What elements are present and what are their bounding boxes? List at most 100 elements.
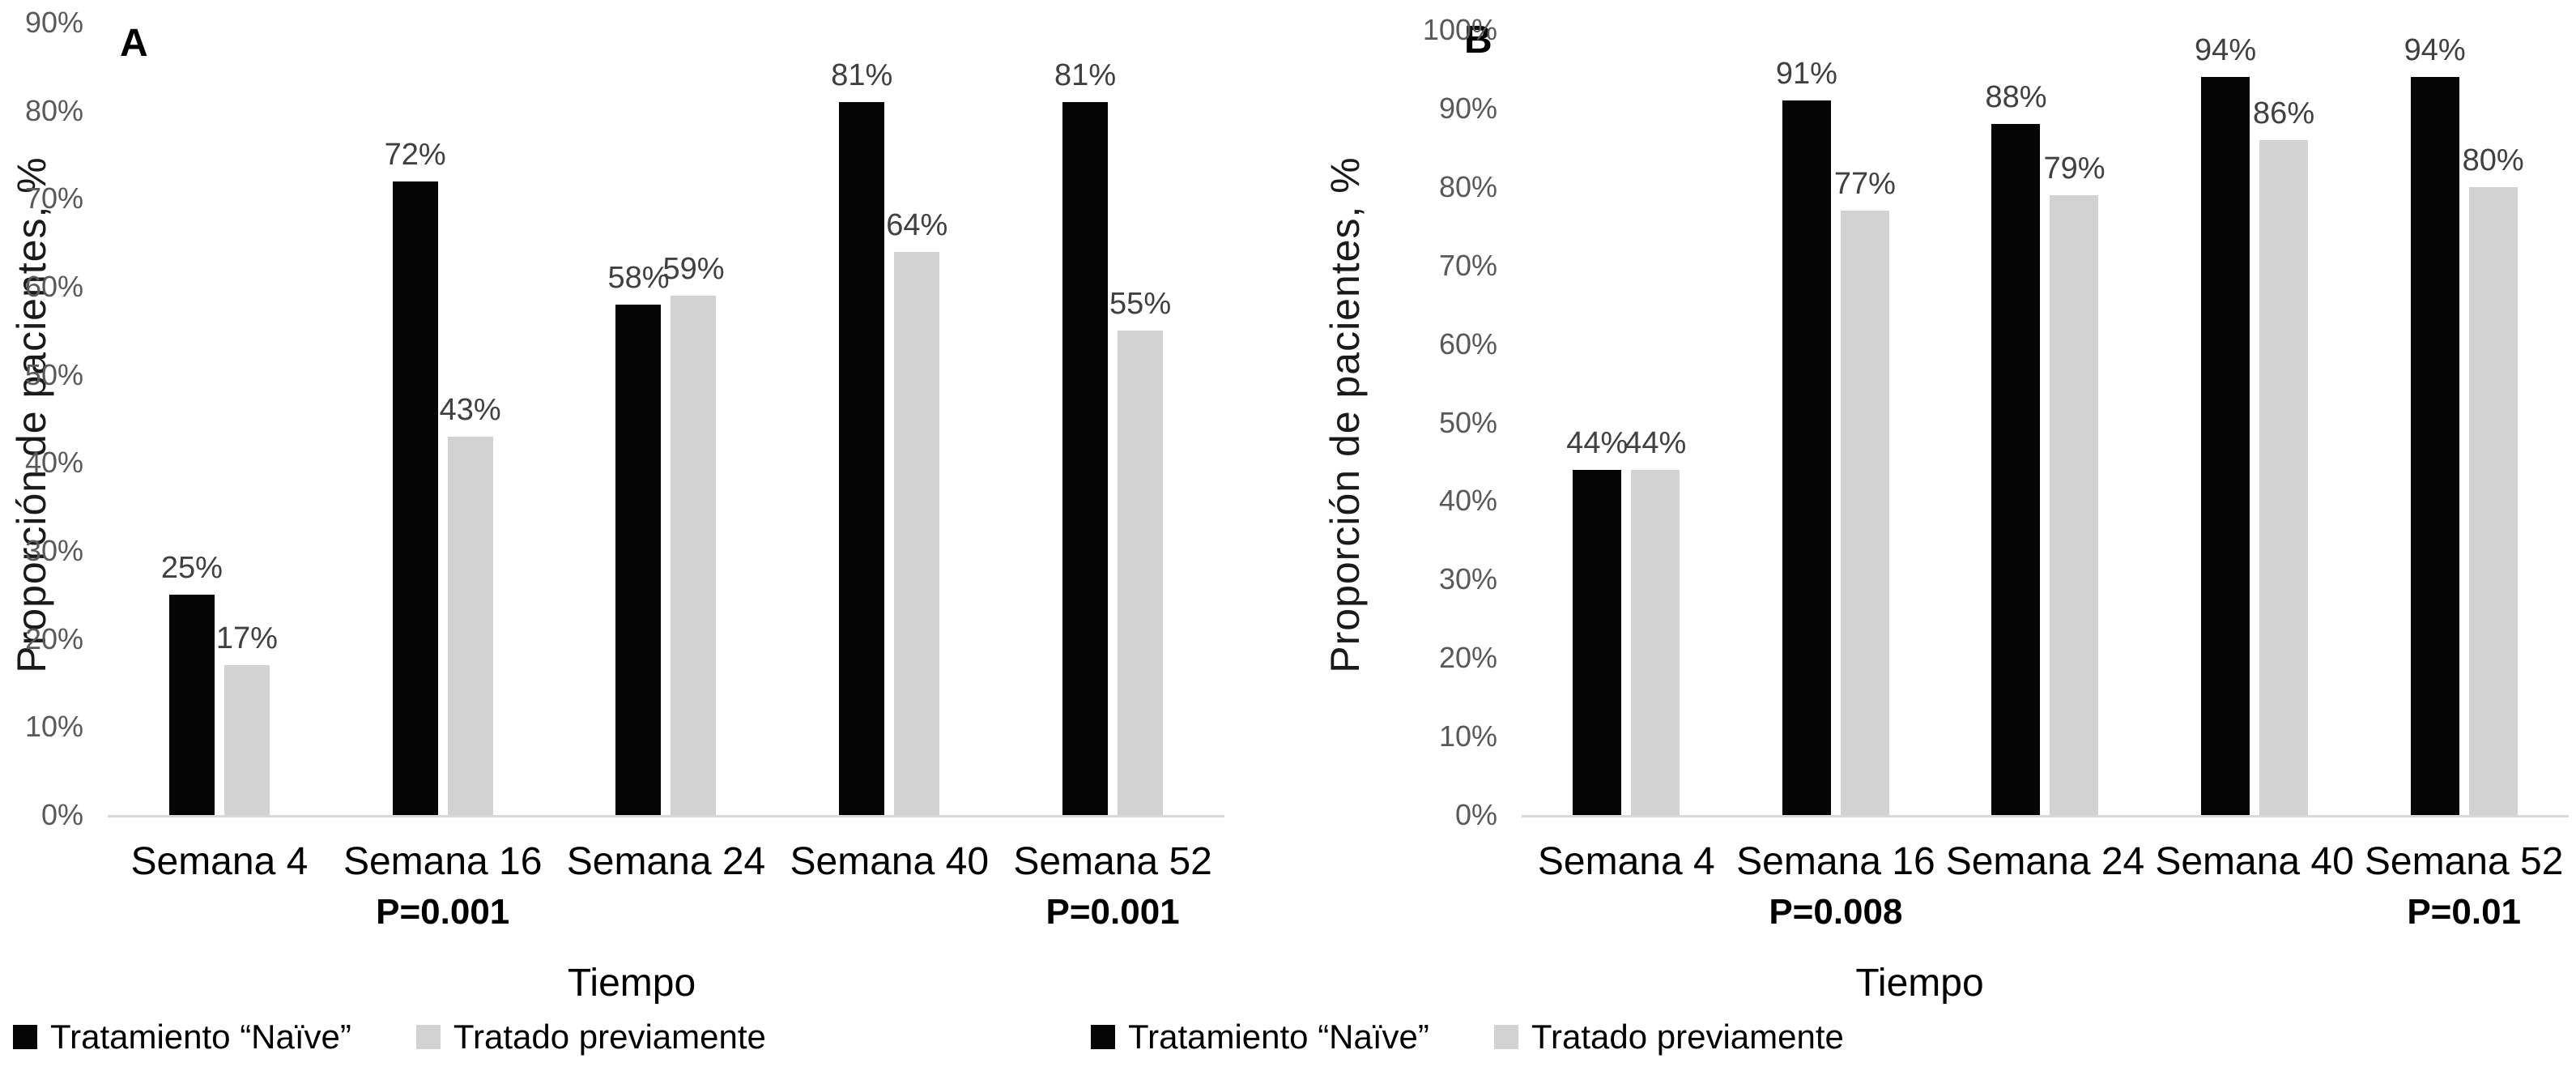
p-value-label: P=0.001: [1045, 892, 1180, 932]
bar-previously-treated: 55%: [1109, 288, 1171, 815]
bar-group-semana-24: 58% 59%: [607, 254, 725, 815]
x-category-label: Semana 52: [2364, 840, 2564, 883]
bar-value-label: 94%: [2404, 33, 2466, 68]
y-tick-label: 80%: [1438, 169, 1497, 203]
p-value-label: [555, 894, 778, 930]
bar-naive: 94%: [2195, 35, 2256, 815]
bar-naive: 91%: [1776, 58, 1837, 815]
y-tick-label: 20%: [24, 621, 83, 655]
bar-value-label: 86%: [2253, 96, 2315, 130]
bar-group-semana-40: 94% 86%: [2195, 35, 2314, 815]
bar-previously-treated: 43%: [440, 395, 501, 815]
legend-a: Tratamiento “Naïve” Tratado previamente: [13, 1014, 766, 1060]
panel-letter-a: A: [120, 22, 148, 65]
bar-value-label: 55%: [1109, 287, 1172, 322]
bar-value-label: 77%: [1833, 166, 1896, 201]
x-axis-line: [1522, 815, 2569, 817]
bar-previously-treated: 17%: [216, 623, 278, 815]
x-category-row: Semana 4 Semana 16 Semana 24 Semana 40 Seman…: [108, 843, 1224, 881]
x-category-label: Semana 52: [1013, 840, 1212, 883]
bar-value-label: 80%: [2462, 143, 2524, 177]
bar-group-semana-16: 91% 77%: [1776, 58, 1896, 815]
legend-swatch-previously-treated: [1493, 1025, 1518, 1049]
p-value-label: [1940, 894, 2150, 930]
bar-group-semana-24: 88% 79%: [1985, 82, 2106, 815]
bar-group-semana-4: 25% 17%: [161, 553, 278, 815]
x-category-label: Semana 40: [2155, 840, 2354, 883]
bar-previously-treated: 59%: [662, 254, 725, 815]
bar-naive: 94%: [2404, 35, 2466, 815]
x-category-row: Semana 4 Semana 16 Semana 24 Semana 40 Seman…: [1522, 843, 2569, 881]
bar-naive: 81%: [831, 60, 892, 815]
bar-previously-treated: 86%: [2253, 98, 2314, 815]
bar-previously-treated: 79%: [2043, 153, 2106, 815]
bar-group-semana-4: 44% 44%: [1566, 428, 1686, 815]
legend-entry-previously-treated: Tratado previamente: [1493, 1020, 1844, 1054]
legend-entry-previously-treated: Tratado previamente: [415, 1018, 766, 1056]
p-value-label: [1522, 894, 1731, 930]
bar-value-label: 88%: [1985, 80, 2047, 115]
bar-value-label: 81%: [1054, 58, 1117, 92]
legend-b: Tratamiento “Naïve” Tratado previamente: [1091, 1014, 1844, 1060]
bar-value-label: 43%: [439, 392, 501, 427]
bar-value-label: 64%: [886, 207, 948, 242]
bar-previously-treated: 64%: [886, 210, 947, 815]
legend-swatch-naive: [13, 1025, 37, 1049]
bar-naive: 25%: [161, 553, 223, 815]
y-tick-label: 60%: [1438, 327, 1497, 361]
x-axis-line: [108, 815, 1224, 817]
x-category-label: Semana 16: [1736, 840, 1935, 883]
bar-value-label: 81%: [831, 58, 893, 92]
bar-previously-treated: 77%: [1834, 169, 1896, 815]
bar-group-semana-16: 72% 43%: [385, 139, 501, 815]
bar-group-semana-40: 81% 64%: [831, 60, 947, 815]
bar-group-semana-52: 94% 80%: [2404, 35, 2524, 815]
plot-area: 25% 17% 72% 43% 58% 59% 81% 64% 81% 55%: [108, 23, 1224, 815]
p-value-row: P=0.001 P=0.001: [108, 894, 1224, 930]
panel-b: B Proporción de pacientes, % 0% 10% 20% 30% 40…: [1263, 0, 2576, 1067]
bar-naive: 58%: [607, 262, 670, 815]
p-value-label: P=0.008: [1769, 892, 1903, 932]
x-category-label: Semana 24: [1945, 840, 2145, 883]
y-tick-label: 0%: [1454, 798, 1497, 831]
bar-value-label: 94%: [2195, 33, 2257, 68]
x-category-label: Semana 4: [1537, 840, 1715, 883]
bar-value-label: 44%: [1624, 425, 1687, 460]
y-tick-label: 50%: [24, 357, 83, 391]
legend-swatch-naive: [1091, 1025, 1115, 1049]
bar-value-label: 44%: [1566, 425, 1629, 460]
x-axis-title: Tiempo: [567, 962, 696, 1005]
legend-swatch-previously-treated: [415, 1025, 441, 1049]
legend-label: Tratamiento “Naïve”: [1128, 1018, 1429, 1056]
y-axis-title: Proporción de pacientes, %: [9, 156, 54, 673]
y-tick-label: 0%: [40, 798, 83, 831]
p-value-label: [2150, 894, 2360, 930]
y-tick-label: 70%: [1438, 248, 1497, 282]
bar-naive: 81%: [1054, 60, 1116, 815]
y-tick-label: 50%: [1438, 405, 1497, 439]
p-value-row: P=0.008 P=0.01: [1522, 894, 2569, 930]
bar-value-label: 25%: [160, 551, 223, 586]
bar-value-label: 58%: [607, 260, 670, 295]
legend-entry-naive: Tratamiento “Naïve”: [1091, 1020, 1429, 1054]
bar-value-label: 17%: [215, 621, 278, 656]
bar-group-semana-52: 81% 55%: [1054, 60, 1171, 815]
x-category-label: Semana 40: [790, 840, 990, 883]
panel-a: A Proporción de pacientes, % 0% 10% 20% 30% 40…: [0, 0, 1263, 1067]
y-tick-label: 40%: [24, 446, 83, 480]
x-axis-title: Tiempo: [1855, 962, 1984, 1005]
y-tick-label: 80%: [24, 93, 83, 127]
y-tick-label: 70%: [24, 181, 83, 216]
p-value-label: [777, 894, 1001, 930]
x-category-label: Semana 16: [343, 840, 543, 883]
x-category-label: Semana 4: [130, 840, 309, 883]
plot-area: 44% 44% 91% 77% 88% 79% 94% 86% 94% 80%: [1522, 30, 2569, 815]
legend-label: Tratado previamente: [453, 1018, 766, 1056]
bar-previously-treated: 44%: [1624, 428, 1686, 815]
y-tick-label: 40%: [1438, 484, 1497, 518]
bar-value-label: 79%: [2043, 151, 2106, 186]
bar-previously-treated: 80%: [2463, 145, 2524, 815]
y-tick-label: 90%: [24, 6, 83, 39]
x-category-label: Semana 24: [566, 840, 766, 883]
